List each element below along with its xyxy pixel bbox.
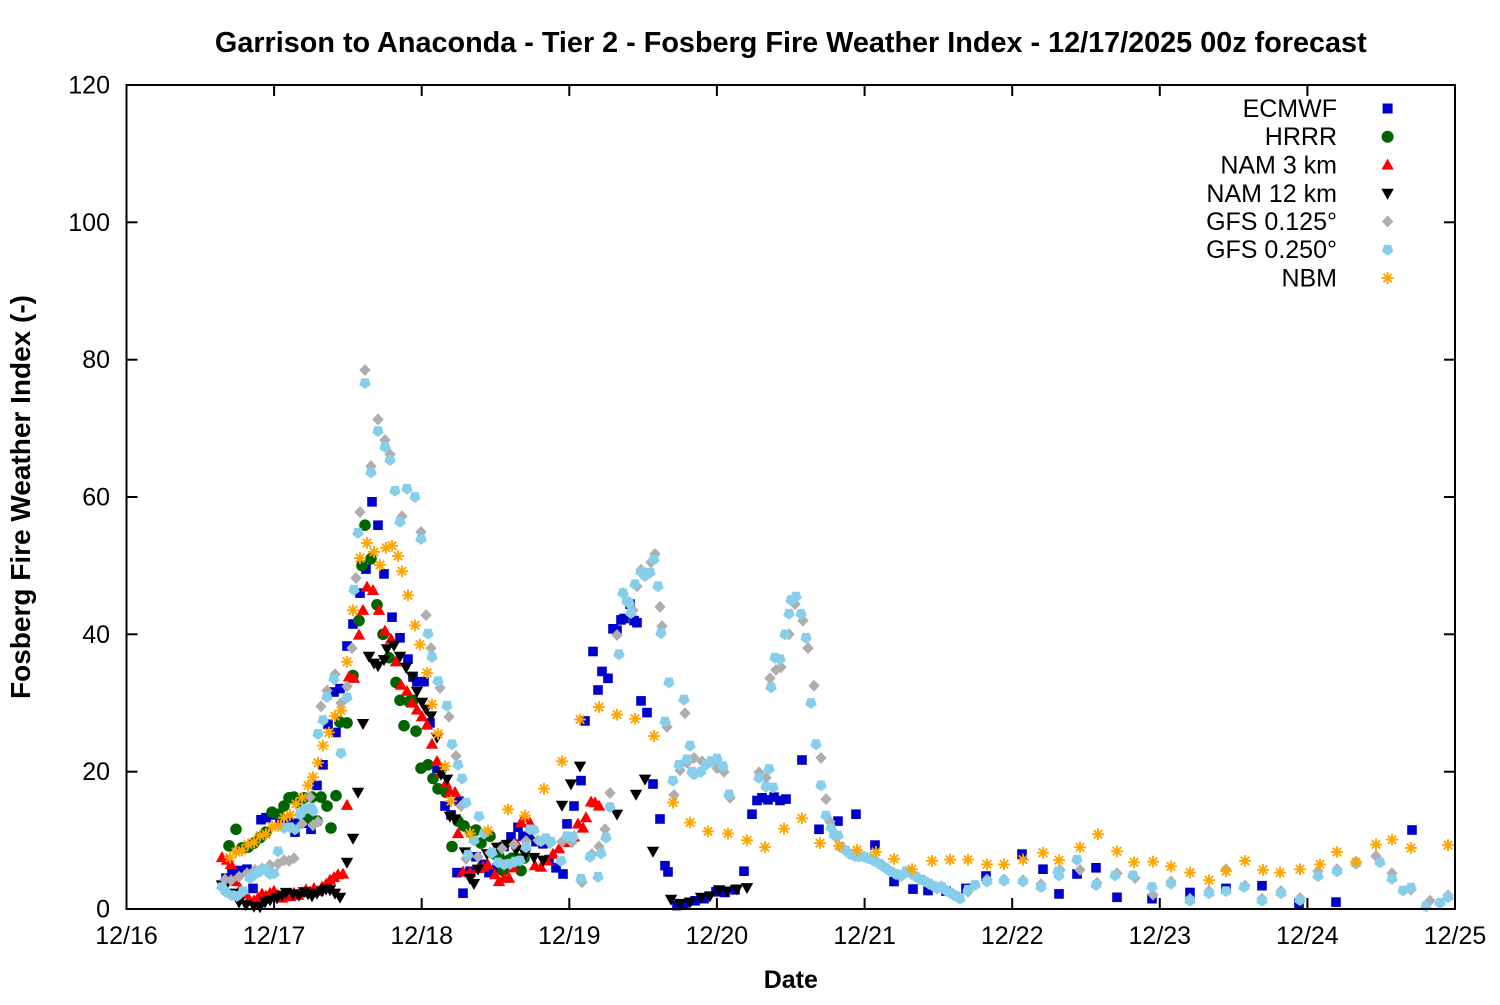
svg-text:Garrison to Anaconda - Tier 2: Garrison to Anaconda - Tier 2 - Fosberg … (215, 27, 1367, 59)
svg-text:12/16: 12/16 (95, 922, 158, 950)
svg-text:NAM 12 km: NAM 12 km (1206, 180, 1337, 208)
svg-text:ECMWF: ECMWF (1243, 95, 1337, 123)
svg-text:40: 40 (82, 621, 110, 649)
svg-text:HRRR: HRRR (1265, 123, 1337, 151)
svg-text:12/23: 12/23 (1129, 922, 1192, 950)
svg-text:12/19: 12/19 (538, 922, 601, 950)
svg-text:12/25: 12/25 (1424, 922, 1487, 950)
svg-text:12/21: 12/21 (833, 922, 896, 950)
svg-text:Fosberg Fire Weather Index (-): Fosberg Fire Weather Index (-) (5, 295, 36, 699)
svg-text:NAM 3 km: NAM 3 km (1220, 152, 1337, 180)
svg-text:GFS 0.250°: GFS 0.250° (1206, 236, 1337, 264)
svg-text:12/18: 12/18 (390, 922, 453, 950)
svg-text:0: 0 (96, 896, 110, 924)
svg-text:12/20: 12/20 (686, 922, 749, 950)
svg-text:60: 60 (82, 484, 110, 512)
svg-text:12/24: 12/24 (1276, 922, 1339, 950)
svg-text:12/22: 12/22 (981, 922, 1044, 950)
svg-text:100: 100 (68, 209, 110, 237)
svg-text:120: 120 (68, 72, 110, 100)
svg-text:Date: Date (764, 966, 818, 994)
svg-text:GFS 0.125°: GFS 0.125° (1206, 208, 1337, 236)
svg-text:80: 80 (82, 346, 110, 374)
svg-text:NBM: NBM (1281, 265, 1337, 293)
svg-text:12/17: 12/17 (243, 922, 306, 950)
svg-text:20: 20 (82, 758, 110, 786)
